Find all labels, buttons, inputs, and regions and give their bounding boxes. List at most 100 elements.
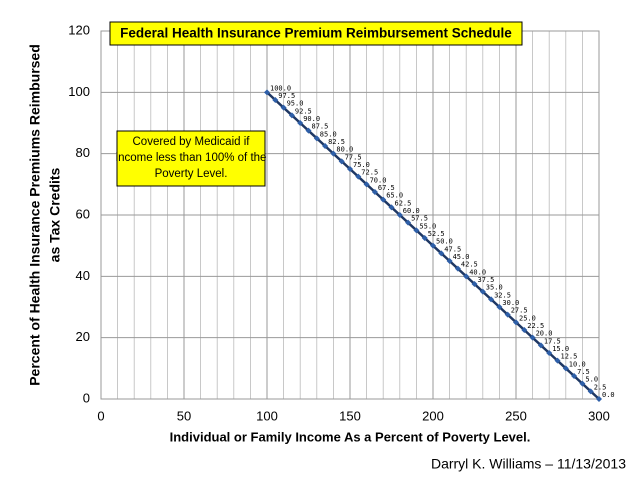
- data-label: 85.0: [320, 130, 337, 138]
- x-tick-label: 250: [505, 408, 527, 423]
- data-label: 25.0: [519, 314, 536, 322]
- data-label: 70.0: [370, 176, 387, 184]
- y-axis-label: Percent of Health Insurance Premiums Rei…: [27, 44, 43, 386]
- marker: [571, 373, 578, 379]
- marker: [504, 311, 511, 318]
- marker: [438, 250, 445, 257]
- data-label: 97.5: [278, 92, 295, 100]
- marker: [587, 388, 594, 395]
- data-label: 57.5: [411, 215, 428, 223]
- data-label: 60.0: [403, 207, 420, 215]
- data-label: 45.0: [453, 253, 470, 261]
- marker: [521, 327, 528, 333]
- marker: [396, 212, 403, 218]
- y-tick-label: 20: [76, 329, 90, 344]
- marker: [264, 89, 270, 96]
- data-label: 37.5: [478, 276, 495, 284]
- data-label: 0.0: [602, 391, 615, 399]
- marker: [380, 196, 387, 203]
- data-label: 10.0: [569, 360, 586, 368]
- marker: [430, 242, 436, 249]
- data-label: 92.5: [295, 107, 312, 115]
- data-label: 40.0: [469, 268, 486, 276]
- y-tick-label: 60: [76, 206, 90, 221]
- data-label: 90.0: [303, 115, 320, 123]
- marker: [413, 227, 420, 234]
- y-tick-label: 120: [68, 22, 90, 37]
- data-label: 47.5: [444, 245, 461, 253]
- data-label: 67.5: [378, 184, 395, 192]
- data-label: 95.0: [287, 100, 304, 108]
- marker: [322, 143, 329, 149]
- x-tick-label: 100: [256, 408, 278, 423]
- marker: [546, 350, 553, 356]
- data-label: 52.5: [428, 230, 445, 238]
- data-label: 20.0: [536, 330, 553, 338]
- marker: [363, 181, 370, 188]
- chart-title: Federal Health Insurance Premium Reimbur…: [120, 26, 512, 41]
- marker: [554, 357, 561, 364]
- data-label: 32.5: [494, 291, 511, 299]
- title-box: [109, 21, 523, 46]
- data-label: 30.0: [502, 299, 519, 307]
- y-tick-label: 100: [68, 84, 90, 99]
- marker: [513, 319, 519, 326]
- marker: [446, 258, 453, 264]
- marker: [280, 104, 287, 111]
- data-label: 42.5: [461, 261, 478, 269]
- marker: [454, 265, 461, 272]
- marker: [596, 396, 602, 402]
- marker: [338, 158, 345, 165]
- data-label: 62.5: [395, 199, 412, 207]
- marker: [529, 334, 536, 341]
- data-label: 17.5: [544, 337, 561, 345]
- data-label: 55.0: [419, 222, 436, 230]
- marker: [496, 304, 503, 310]
- data-label: 87.5: [312, 123, 329, 131]
- annotation-line: Poverty Level.: [155, 168, 228, 180]
- y-tick-label: 0: [83, 390, 90, 405]
- marker: [272, 97, 279, 103]
- marker: [562, 365, 569, 372]
- data-label: 35.0: [486, 284, 503, 292]
- marker: [347, 166, 353, 172]
- marker: [330, 150, 337, 157]
- grid: [100, 30, 600, 400]
- marker: [288, 112, 295, 119]
- marker: [471, 281, 478, 287]
- x-tick-label: 150: [339, 408, 361, 423]
- x-tick-label: 0: [97, 408, 104, 423]
- x-axis-label: Individual or Family Income As a Percent…: [170, 429, 531, 444]
- data-label: 27.5: [511, 307, 528, 315]
- x-tick-label: 200: [422, 408, 444, 423]
- marker: [405, 219, 412, 226]
- data-label: 75.0: [353, 161, 370, 169]
- marker: [297, 120, 304, 126]
- y-tick-label: 80: [76, 145, 90, 160]
- marker: [305, 127, 312, 134]
- marker: [463, 273, 470, 280]
- data-label: 82.5: [328, 138, 345, 146]
- annotation-line: Covered by Medicaid if: [133, 136, 251, 148]
- annotation-box: [116, 130, 266, 187]
- marker: [479, 288, 486, 295]
- y-tick-label: 40: [76, 268, 90, 283]
- data-label: 77.5: [345, 153, 362, 161]
- marker: [421, 235, 428, 241]
- data-label: 5.0: [585, 376, 598, 384]
- marker: [355, 173, 362, 180]
- data-label: 80.0: [336, 146, 353, 154]
- data-label: 2.5: [594, 383, 607, 391]
- marker: [313, 135, 320, 142]
- y-axis-label: as Tax Credits: [47, 167, 63, 262]
- data-label: 7.5: [577, 368, 590, 376]
- annotation-line: income less than 100% of the: [116, 152, 267, 164]
- marker: [371, 189, 378, 195]
- marker: [579, 380, 586, 387]
- data-label: 72.5: [361, 169, 378, 177]
- credit: Darryl K. Williams – 11/13/2013: [431, 456, 626, 472]
- data-label: 22.5: [527, 322, 544, 330]
- x-tick-label: 50: [177, 408, 191, 423]
- marker: [388, 204, 395, 211]
